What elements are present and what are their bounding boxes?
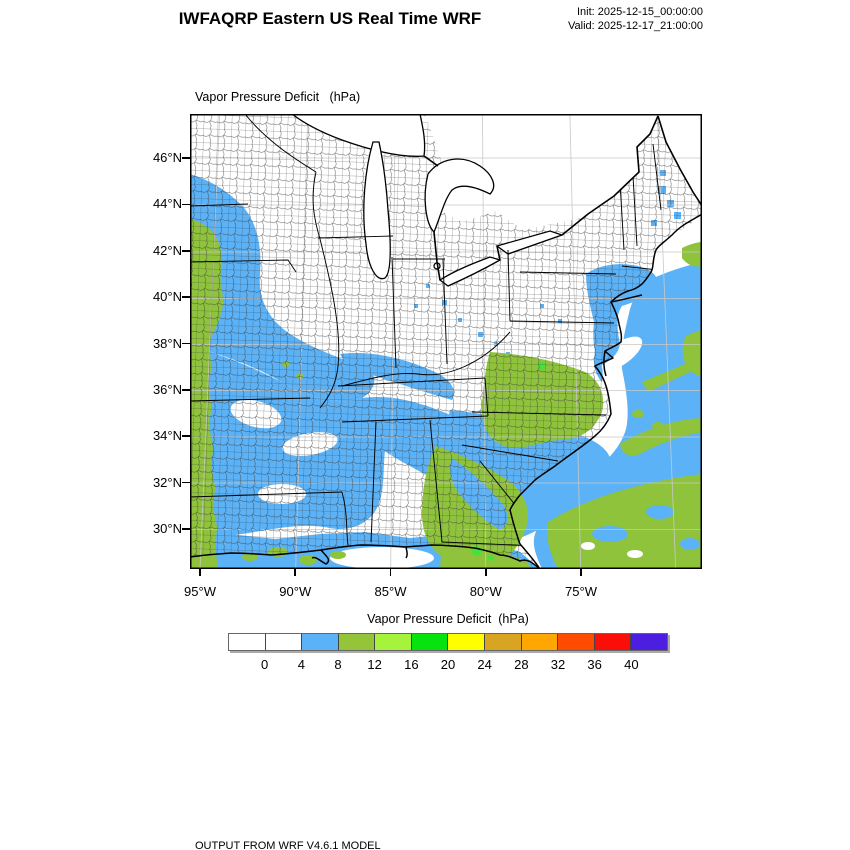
colorbar-cell [265,634,303,650]
init-time-label: Init: 2025-12-15_00:00:00 [577,6,703,18]
colorbar-tick-label: 12 [367,657,382,672]
colorbar-cell [375,634,412,650]
colorbar-tick-label: 8 [334,657,342,672]
lake-superior [290,114,426,157]
colorbar-tick-label: 36 [587,657,602,672]
page-title: IWFAQRP Eastern US Real Time WRF [178,9,482,28]
lat-tick-mark [182,296,190,298]
footer-model-info: OUTPUT FROM WRF V4.6.1 MODEL WE = 310 ; … [195,813,628,850]
run-time-block: Init: 2025-12-15_00:00:00 Valid: 2025-12… [568,6,703,33]
colorbar [228,633,668,651]
lat-tick-label: 34°N [152,428,182,444]
lon-tick-label: 90°W [279,584,312,599]
footer-line-1: OUTPUT FROM WRF V4.6.1 MODEL [195,840,381,850]
colorbar-tick-label: 4 [297,657,305,672]
lon-tick-label: 95°W [184,584,216,599]
lat-tick-label: 44°N [152,196,182,212]
lat-tick-label: 38°N [152,335,182,351]
lake-michigan [363,141,391,280]
lon-tick-label: 85°W [374,584,407,599]
colorbar-cell [302,634,339,650]
lat-tick-label: 32°N [152,474,182,490]
lat-tick-mark [182,203,190,206]
lon-tick-mark [580,569,582,576]
colorbar-cell [448,634,486,650]
lon-tick-mark [484,569,487,576]
colorbar-tick-label: 16 [404,657,419,672]
colorbar-cell [338,634,376,650]
colorbar-cell [594,634,632,650]
lake-huron [424,158,495,234]
lat-tick-label: 36°N [152,381,182,397]
lat-tick-label: 40°N [152,289,182,305]
colorbar-tick-label: 24 [477,657,492,672]
wrf-map-canvas [190,114,702,569]
lat-tick-label: 30°N [152,521,182,536]
colorbar-tick-label: 0 [261,657,269,672]
colorbar-title: Vapor Pressure Deficit (hPa) [367,612,529,626]
colorbar-tick-label: 28 [514,657,529,672]
colorbar-tick-label: 40 [624,657,639,672]
lat-tick-mark [182,157,190,159]
colorbar-cell [229,634,266,650]
lat-tick-label: 42°N [152,242,182,258]
colorbar-cell [558,634,595,650]
lat-tick-mark [182,528,190,530]
lat-tick-mark [182,389,190,391]
lon-tick-mark [294,569,297,576]
lat-tick-label: 46°N [152,150,182,165]
lat-tick-mark [182,435,190,438]
colorbar-cell [631,634,667,650]
lon-tick-mark [389,569,392,576]
lon-tick-mark [199,569,201,576]
valid-time-label: Valid: 2025-12-17_21:00:00 [568,19,703,32]
colorbar-tick-label: 20 [440,657,456,672]
lat-tick-mark [182,342,190,345]
colorbar-cell [521,634,559,650]
coastline [190,213,702,569]
lon-tick-label: 75°W [565,584,597,599]
map-field-label: Vapor Pressure Deficit (hPa) [195,90,361,104]
lat-tick-mark [182,481,190,484]
colorbar-cell [411,634,449,650]
colorbar-cell [485,634,522,650]
lon-tick-label: 80°W [469,584,502,599]
canada-border [423,115,702,281]
colorbar-tick-label: 32 [550,657,566,672]
lat-tick-mark [182,249,190,252]
map-frame [190,114,702,569]
